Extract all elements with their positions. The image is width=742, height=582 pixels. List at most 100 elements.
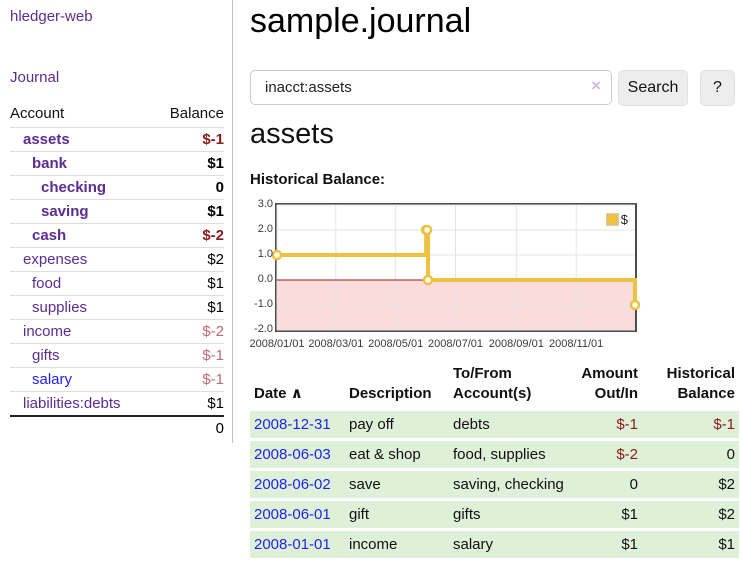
account-balance: $-1	[153, 367, 224, 392]
account-link[interactable]: salary	[32, 371, 73, 388]
transactions-table: Date ∧ Description To/From Account(s) Am…	[250, 360, 739, 561]
transaction-description: income	[345, 530, 449, 558]
clear-search-icon[interactable]: ×	[591, 76, 601, 95]
account-balance: $1	[153, 391, 224, 416]
account-link[interactable]: bank	[32, 155, 68, 172]
help-button[interactable]: ?	[700, 70, 735, 106]
transaction-balance: 0	[642, 440, 739, 468]
account-balance: $-1	[153, 127, 224, 152]
y-axis-tick-label: 0.0	[257, 273, 273, 285]
account-balance: $2	[153, 247, 224, 272]
sidebar-item-journal[interactable]: Journal	[10, 69, 60, 86]
account-heading: assets	[250, 118, 334, 150]
app-title-link[interactable]: hledger-web	[10, 8, 93, 25]
account-link[interactable]: assets	[23, 131, 70, 148]
x-axis-tick-label: 2008/09/01	[488, 338, 544, 350]
account-row: supplies $1	[10, 295, 224, 320]
x-axis-tick-label: 2008/01/01	[249, 338, 305, 350]
chart-plot-area: $	[271, 203, 641, 332]
account-link[interactable]: liabilities:debts	[23, 395, 121, 412]
col-header-accounts: To/From Account(s)	[449, 363, 574, 408]
transaction-date-link[interactable]: 2008-06-01	[254, 505, 331, 523]
y-axis-tick-label: -2.0	[254, 323, 273, 335]
account-balance: $1	[153, 199, 224, 224]
accounts-header-balance: Balance	[169, 105, 224, 122]
account-balance: $-2	[153, 223, 224, 248]
x-axis-tick-label: 2008/07/01	[427, 338, 484, 350]
y-axis-tick-label: -1.0	[254, 298, 273, 310]
account-balance: $1	[153, 295, 224, 320]
account-link[interactable]: supplies	[32, 299, 88, 316]
transaction-date-link[interactable]: 2008-12-31	[254, 415, 331, 433]
col-header-date[interactable]: Date ∧	[250, 363, 345, 408]
account-link[interactable]: saving	[41, 203, 89, 220]
search-box: ×	[250, 70, 612, 105]
account-link[interactable]: food	[32, 275, 62, 292]
y-axis-tick-label: 3.0	[257, 198, 273, 210]
account-row: cash $-2	[10, 223, 224, 248]
col-header-balance: Historical Balance	[642, 363, 739, 408]
transaction-accounts: food, supplies	[449, 440, 574, 468]
transaction-row: 2008-06-03 eat & shop food, supplies $-2…	[250, 440, 739, 468]
account-link[interactable]: checking	[41, 179, 107, 196]
transaction-balance: $2	[642, 500, 739, 528]
transaction-balance: $-1	[642, 410, 739, 438]
account-row: food $1	[10, 271, 224, 296]
account-balance: $-1	[153, 343, 224, 368]
app-title: hledger-web	[10, 8, 224, 25]
account-row: income $-2	[10, 319, 224, 344]
transaction-description: eat & shop	[345, 440, 449, 468]
account-row: liabilities:debts $1	[10, 391, 224, 416]
transaction-row: 2008-06-02 save saving, checking 0 $2	[250, 470, 739, 498]
transaction-date-link[interactable]: 2008-01-01	[254, 535, 331, 553]
account-balance: $1	[153, 271, 224, 296]
x-axis-tick-label: 2008/03/01	[308, 338, 364, 350]
transaction-accounts: saving, checking	[449, 470, 574, 498]
account-link[interactable]: gifts	[32, 347, 60, 364]
account-row: salary $-1	[10, 367, 224, 392]
search-input[interactable]	[263, 71, 583, 104]
transaction-amount: $1	[574, 500, 642, 528]
account-row: checking 0	[10, 175, 224, 200]
account-row: gifts $-1	[10, 343, 224, 368]
search-row: × Search ?	[250, 70, 742, 106]
transaction-accounts: salary	[449, 530, 574, 558]
sort-ascending-icon: ∧	[290, 385, 303, 403]
account-row: expenses $2	[10, 247, 224, 272]
accounts-header-account: Account	[10, 105, 65, 122]
col-header-description: Description	[345, 363, 449, 408]
transaction-date-link[interactable]: 2008-06-03	[254, 445, 331, 463]
account-link[interactable]: cash	[32, 227, 67, 244]
transaction-row: 2008-06-01 gift gifts $1 $2	[250, 500, 739, 528]
search-button[interactable]: Search	[618, 70, 688, 106]
transaction-row: 2008-01-01 income salary $1 $1	[250, 530, 739, 558]
transactions-header-row: Date ∧ Description To/From Account(s) Am…	[250, 363, 739, 408]
transaction-description: pay off	[345, 410, 449, 438]
main-content: sample.journal × Search ? assets Histori…	[249, 0, 742, 582]
transaction-balance: $2	[642, 470, 739, 498]
account-row: bank $1	[10, 151, 224, 176]
legend-swatch-icon	[605, 213, 619, 226]
transaction-amount: $-1	[574, 410, 642, 438]
account-balance: 0	[153, 175, 224, 200]
account-link[interactable]: income	[23, 323, 72, 340]
account-balance: $-2	[153, 319, 224, 344]
chart-title: Historical Balance:	[250, 171, 386, 188]
transaction-balance: $1	[642, 530, 739, 558]
account-row: saving $1	[10, 199, 224, 224]
chart-canvas	[271, 204, 641, 331]
transaction-date-link[interactable]: 2008-06-02	[254, 475, 331, 493]
historical-balance-chart: $ 3.0 2.0 1.0 0.0 -1.0 -2.0 2008/01/01 2008/03/…	[249, 198, 742, 351]
accounts-table: Account Balance assets $-1 bank $1 check…	[10, 102, 224, 440]
transaction-amount: 0	[574, 470, 642, 498]
account-link[interactable]: expenses	[23, 251, 88, 268]
transaction-row: 2008-12-31 pay off debts $-1 $-1	[250, 410, 739, 438]
chart-legend: $	[605, 212, 628, 227]
accounts-total: 0	[153, 415, 224, 440]
transaction-description: save	[345, 470, 449, 498]
sidebar: hledger-web Journal Account Balance asse…	[0, 0, 233, 443]
col-header-amount: Amount Out/In	[574, 363, 642, 408]
transaction-amount: $-2	[574, 440, 642, 468]
accounts-total-row: 0	[10, 415, 224, 440]
transaction-description: gift	[345, 500, 449, 528]
